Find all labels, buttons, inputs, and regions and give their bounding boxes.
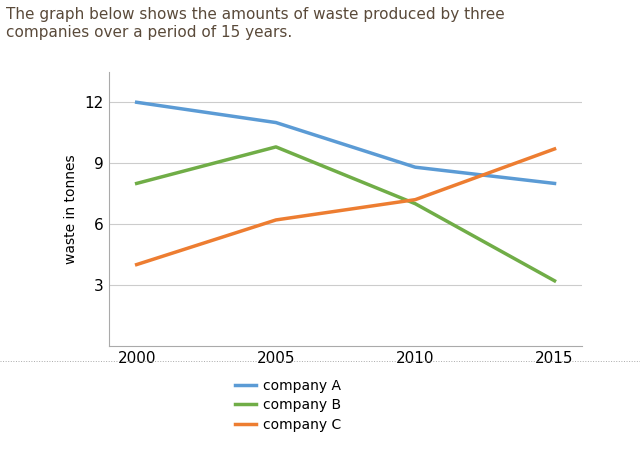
Y-axis label: waste in tonnes: waste in tonnes (64, 154, 77, 264)
Text: The graph below shows the amounts of waste produced by three: The graph below shows the amounts of was… (6, 7, 505, 22)
Text: companies over a period of 15 years.: companies over a period of 15 years. (6, 25, 292, 40)
Legend: company A, company B, company C: company A, company B, company C (229, 373, 347, 438)
